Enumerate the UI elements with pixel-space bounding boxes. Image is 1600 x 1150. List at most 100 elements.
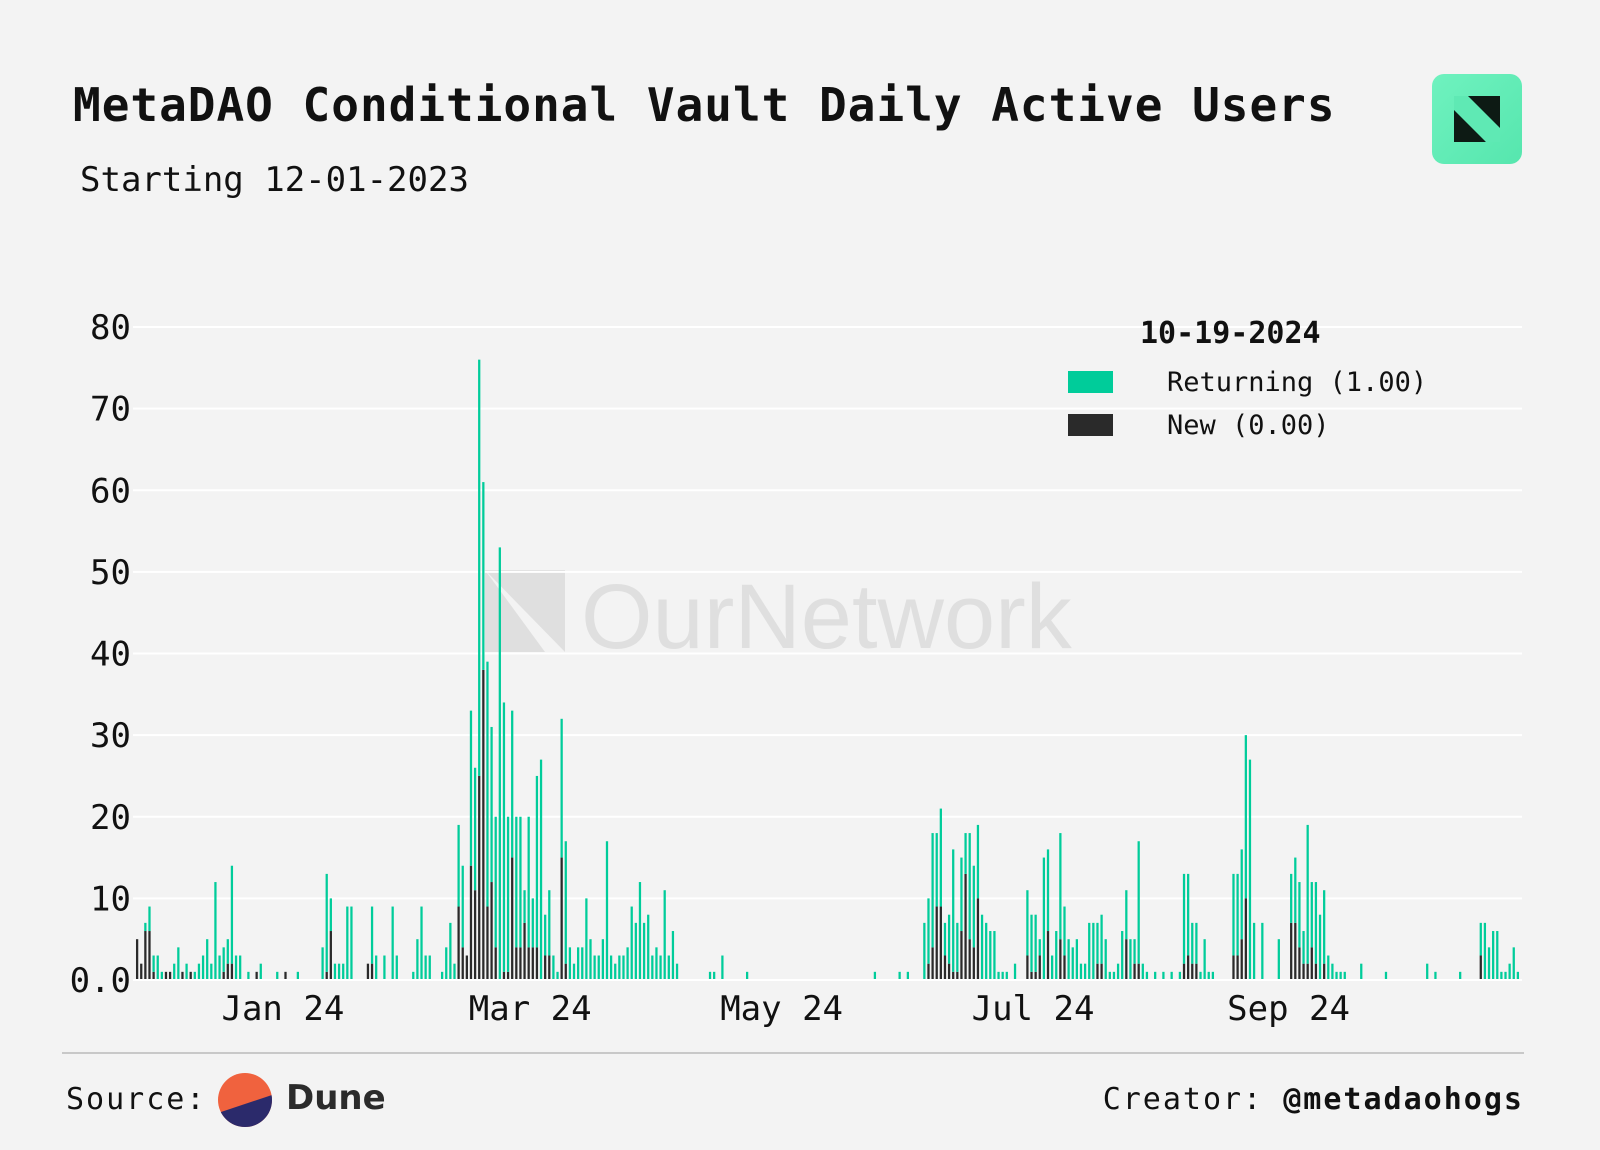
bar-returning bbox=[296, 971, 299, 980]
bar-returning bbox=[993, 931, 996, 980]
bar-new bbox=[1479, 955, 1482, 980]
bar-returning bbox=[1170, 971, 1173, 980]
bar-new bbox=[469, 865, 473, 980]
bar-returning bbox=[642, 922, 646, 980]
bar-new bbox=[366, 963, 370, 980]
bar-new bbox=[478, 775, 481, 980]
bar-returning bbox=[1323, 890, 1326, 964]
bar-returning bbox=[1121, 931, 1124, 980]
legend-label: New (0.00) bbox=[1167, 410, 1330, 441]
bar-new bbox=[943, 955, 947, 980]
bar-returning bbox=[1314, 882, 1318, 964]
bar-returning bbox=[490, 726, 493, 883]
bar-returning bbox=[412, 971, 415, 980]
bar-returning bbox=[523, 890, 526, 923]
bar-returning bbox=[333, 963, 337, 980]
bar-new bbox=[1096, 963, 1099, 980]
bar-returning bbox=[453, 963, 456, 980]
bar-new bbox=[473, 890, 477, 980]
bar-returning bbox=[1079, 963, 1083, 980]
bar-returning bbox=[593, 955, 596, 980]
bar-new bbox=[952, 971, 955, 980]
bar-returning bbox=[601, 939, 605, 980]
bar-new bbox=[972, 947, 975, 980]
bar-returning bbox=[581, 947, 584, 980]
bar-returning bbox=[350, 906, 353, 980]
bar-returning bbox=[1042, 857, 1046, 980]
bar-new bbox=[1306, 963, 1309, 980]
bar-returning bbox=[1001, 971, 1004, 980]
bar-returning bbox=[1500, 971, 1503, 980]
ournetwork-logo-icon bbox=[1432, 74, 1522, 164]
watermark-text: OurNetwork bbox=[581, 570, 1073, 668]
bar-returning bbox=[1508, 963, 1511, 980]
bar-new bbox=[135, 939, 139, 980]
bar-returning bbox=[486, 661, 489, 907]
bar-returning bbox=[511, 710, 514, 858]
bar-returning bbox=[1343, 971, 1346, 980]
bar-returning bbox=[564, 841, 567, 964]
bar-new bbox=[189, 971, 192, 980]
bar-returning bbox=[972, 865, 975, 948]
creator-handle[interactable]: @metadaohogs bbox=[1283, 1082, 1524, 1117]
bar-returning bbox=[1141, 963, 1144, 980]
bar-new bbox=[1059, 939, 1062, 980]
bar-new bbox=[255, 971, 258, 980]
bar-new bbox=[1100, 963, 1103, 980]
bar-returning bbox=[1125, 890, 1128, 940]
bar-new bbox=[511, 857, 514, 980]
bar-returning bbox=[1318, 914, 1322, 980]
bar-returning bbox=[1516, 971, 1520, 980]
source-name[interactable]: Dune bbox=[286, 1078, 386, 1118]
bar-returning bbox=[609, 955, 613, 980]
bar-returning bbox=[230, 865, 234, 964]
bar-new bbox=[370, 963, 374, 980]
watermark: OurNetwork bbox=[485, 566, 1105, 670]
x-tick-label: Jan 24 bbox=[221, 989, 344, 1029]
bar-new bbox=[1063, 955, 1066, 980]
bar-new bbox=[329, 931, 332, 980]
bar-new bbox=[465, 955, 468, 980]
bar-new bbox=[1232, 955, 1235, 980]
bar-returning bbox=[1075, 939, 1078, 980]
bar-returning bbox=[1108, 971, 1111, 980]
bar-returning bbox=[239, 955, 242, 980]
bar-returning bbox=[177, 947, 180, 980]
bar-returning bbox=[461, 865, 464, 948]
bar-returning bbox=[1030, 914, 1033, 972]
bar-returning bbox=[989, 931, 992, 980]
bar-returning bbox=[531, 898, 534, 948]
bar-returning bbox=[1178, 971, 1182, 980]
bar-returning bbox=[1244, 735, 1247, 899]
page-subtitle: Starting 12-01-2023 bbox=[80, 160, 469, 200]
bar-new bbox=[1302, 963, 1305, 980]
bar-returning bbox=[1013, 963, 1017, 980]
bar-new bbox=[1244, 898, 1247, 980]
bar-returning bbox=[1207, 971, 1210, 980]
bar-returning bbox=[947, 914, 951, 964]
bar-new bbox=[939, 906, 942, 980]
y-tick-label: 60 bbox=[90, 471, 131, 511]
bar-returning bbox=[1182, 873, 1186, 964]
bar-returning bbox=[156, 955, 159, 980]
bar-returning bbox=[214, 882, 217, 980]
bar-new bbox=[1046, 931, 1050, 980]
bar-returning bbox=[663, 890, 666, 980]
bar-returning bbox=[1203, 939, 1206, 980]
bar-returning bbox=[1034, 914, 1037, 972]
bar-new bbox=[1133, 963, 1136, 980]
bar-returning bbox=[449, 922, 452, 980]
y-tick-label: 30 bbox=[90, 716, 131, 756]
bar-new bbox=[527, 947, 530, 980]
bar-returning bbox=[160, 971, 163, 980]
bar-returning bbox=[997, 971, 1000, 980]
bar-new bbox=[164, 971, 168, 980]
bar-returning bbox=[873, 971, 877, 980]
bar-returning bbox=[498, 547, 501, 980]
bar-returning bbox=[1459, 971, 1462, 980]
bar-returning bbox=[1496, 931, 1499, 980]
y-tick-label: 0.0 bbox=[70, 961, 131, 1001]
bar-new bbox=[535, 947, 539, 980]
x-tick-label: May 24 bbox=[720, 989, 843, 1029]
